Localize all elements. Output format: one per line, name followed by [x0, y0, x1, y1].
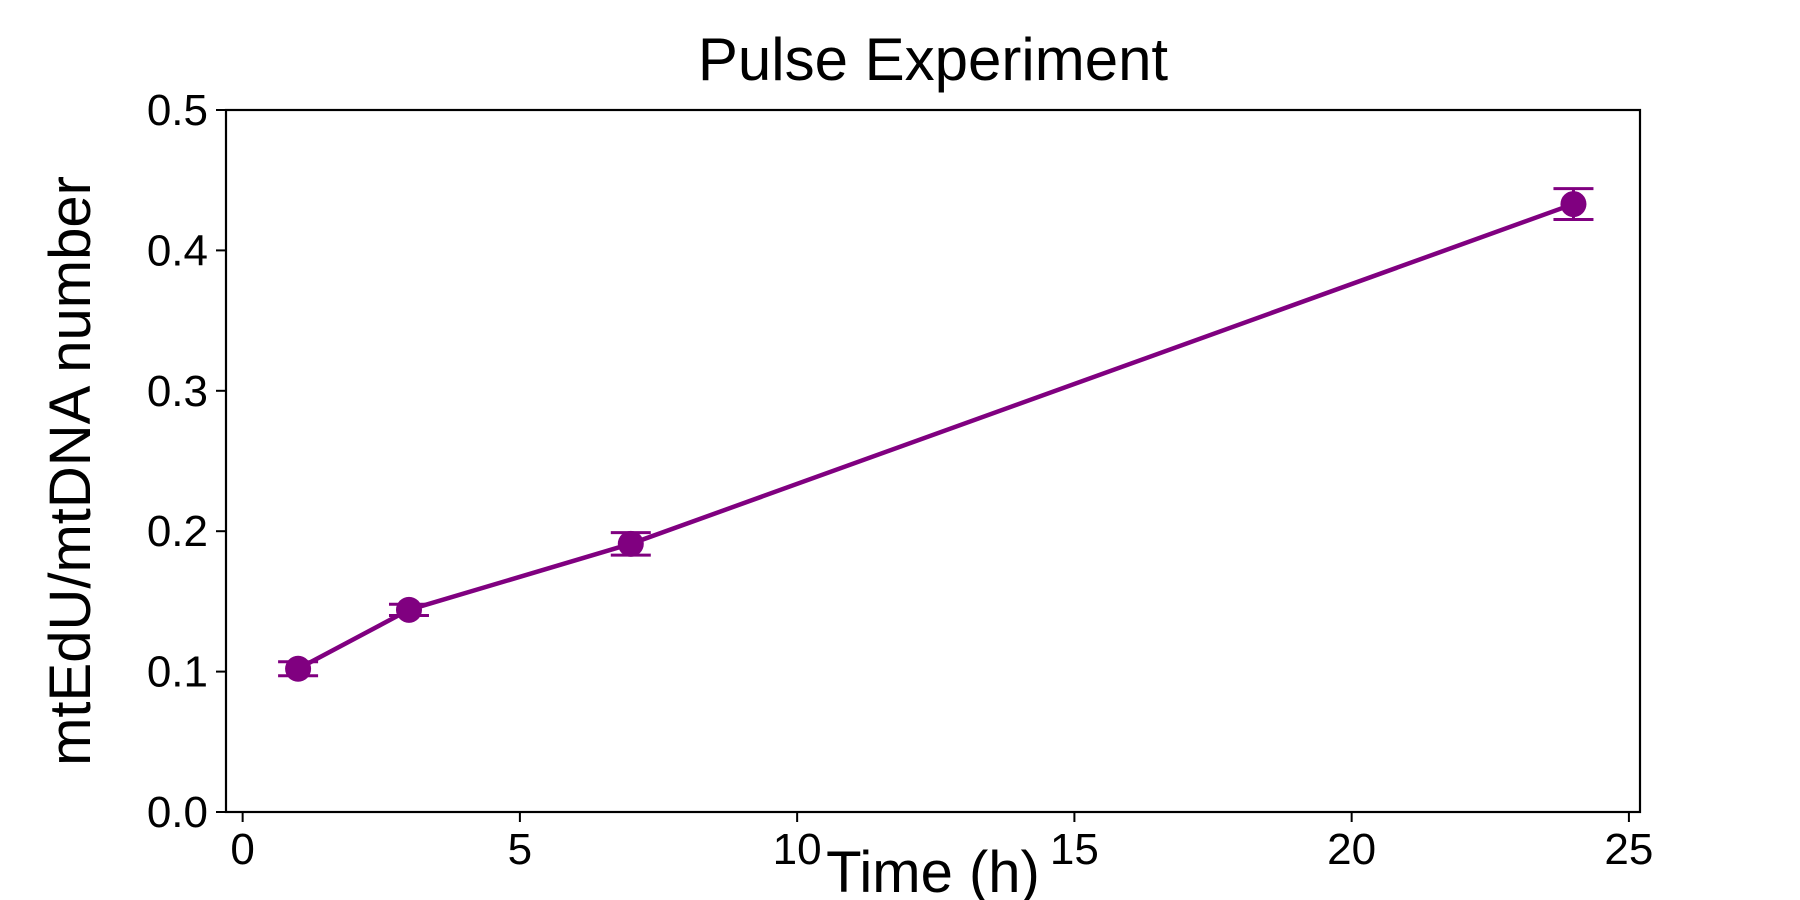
data-point [617, 530, 644, 557]
axes-frame [224, 108, 1642, 814]
data-point [1560, 191, 1587, 218]
plot-area: 0 5 10 15 20 25 0.0 0.1 0.2 0.3 0.4 0.5 [147, 86, 1654, 874]
x-tick-label: 15 [1050, 825, 1099, 874]
series-line [297, 201, 1575, 671]
x-tick-label: 20 [1327, 825, 1376, 874]
y-axis-label: mtEdU/mtDNA number [38, 176, 103, 766]
x-tick-label: 10 [773, 825, 822, 874]
data-point [395, 596, 422, 623]
y-tick-label: 0.4 [147, 226, 208, 275]
x-tick-label: 0 [230, 825, 254, 874]
y-tick-label: 0.3 [147, 367, 208, 416]
data-point [285, 655, 312, 682]
x-tick-label: 5 [508, 825, 532, 874]
y-tick-label: 0.1 [147, 648, 208, 697]
x-axis-label: Time (h) [826, 840, 1040, 900]
x-tick-label: 25 [1604, 825, 1653, 874]
chart-title: Pulse Experiment [698, 26, 1169, 93]
y-tick-label: 0.5 [147, 86, 208, 135]
y-tick-label: 0.2 [147, 507, 208, 556]
y-tick-label: 0.0 [147, 788, 208, 837]
